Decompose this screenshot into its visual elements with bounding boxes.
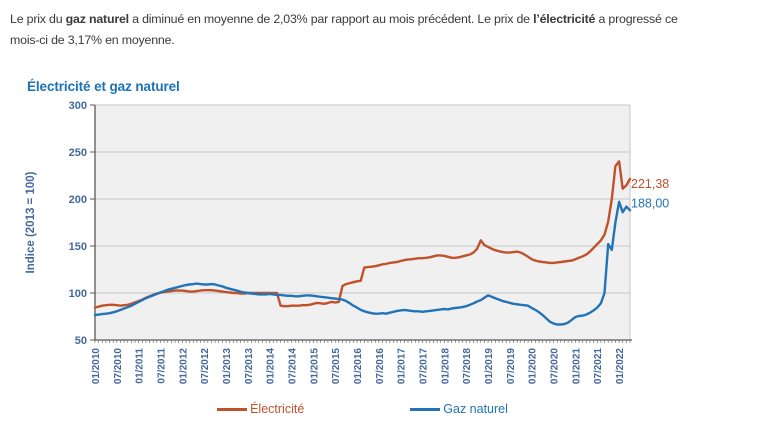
legend-item-gas: Gaz naturel xyxy=(410,402,508,416)
x-tick-label: 01/2019 xyxy=(484,348,495,385)
y-tick-label: 100 xyxy=(69,288,87,300)
legend-label-electricity: Électricité xyxy=(250,402,305,416)
y-tick-label: 300 xyxy=(69,100,87,112)
x-tick-label: 01/2013 xyxy=(222,348,233,385)
x-tick-label: 07/2019 xyxy=(506,348,517,385)
x-tick-label: 01/2018 xyxy=(440,348,451,385)
intro-part1: Le prix du xyxy=(10,12,66,26)
intro-part3: a progressé ce xyxy=(595,12,678,26)
x-tick-label: 07/2018 xyxy=(462,348,473,385)
x-tick-label: 07/2010 xyxy=(113,348,124,385)
x-tick-label: 07/2016 xyxy=(375,348,386,385)
y-axis-title: Indice (2013 = 100) xyxy=(25,171,37,273)
x-tick-label: 07/2012 xyxy=(200,348,211,385)
x-tick-label: 01/2014 xyxy=(266,348,277,385)
x-tick-label: 07/2015 xyxy=(331,348,342,385)
x-tick-label: 07/2020 xyxy=(550,348,561,385)
x-tick-label: 01/2021 xyxy=(571,348,582,385)
x-tick-label: 07/2011 xyxy=(157,348,168,384)
electricity-line xyxy=(93,160,632,309)
x-tick-label: 01/2022 xyxy=(615,348,626,385)
y-tick-label: 250 xyxy=(69,147,87,159)
intro-bold-electricite: l’électricité xyxy=(533,12,596,26)
chart-title: Électricité et gaz naturel xyxy=(27,79,180,94)
y-tick-label: 50 xyxy=(75,335,87,347)
intro-text: Le prix du gaz naturel a diminué en moye… xyxy=(10,9,678,51)
y-tick-label: 150 xyxy=(69,241,87,253)
y-tick-label: 200 xyxy=(69,194,87,206)
x-tick-label: 01/2011 xyxy=(135,348,146,384)
legend-label-gas: Gaz naturel xyxy=(443,402,508,416)
electricity-end-label: 221,38 xyxy=(631,177,669,191)
legend: Électricité Gaz naturel xyxy=(95,400,630,418)
x-tick-label: 07/2014 xyxy=(288,348,299,385)
x-tick-label: 07/2021 xyxy=(593,348,604,385)
electricity-line-swatch xyxy=(217,407,248,411)
plot-area xyxy=(95,105,630,340)
x-tick-label: 01/2010 xyxy=(91,348,102,385)
intro-part2: a diminué en moyenne de 2,03% par rappor… xyxy=(128,12,534,26)
x-tick-label: 01/2016 xyxy=(353,348,364,385)
x-tick-label: 01/2012 xyxy=(178,348,189,385)
intro-bold-gaz-naturel: gaz naturel xyxy=(65,12,129,26)
gas-line-swatch xyxy=(410,407,441,411)
gas-end-label: 188,00 xyxy=(631,196,669,210)
x-tick-label: 07/2013 xyxy=(244,348,255,385)
x-tick-label: 01/2017 xyxy=(397,348,408,385)
legend-item-electricity: Électricité xyxy=(217,402,304,416)
gas-line xyxy=(93,200,632,326)
x-tick-label: 07/2017 xyxy=(419,348,430,385)
x-tick-label: 01/2020 xyxy=(528,348,539,385)
x-tick-label: 01/2015 xyxy=(309,348,320,385)
intro-line2: mois-ci de 3,17% en moyenne. xyxy=(10,33,175,47)
